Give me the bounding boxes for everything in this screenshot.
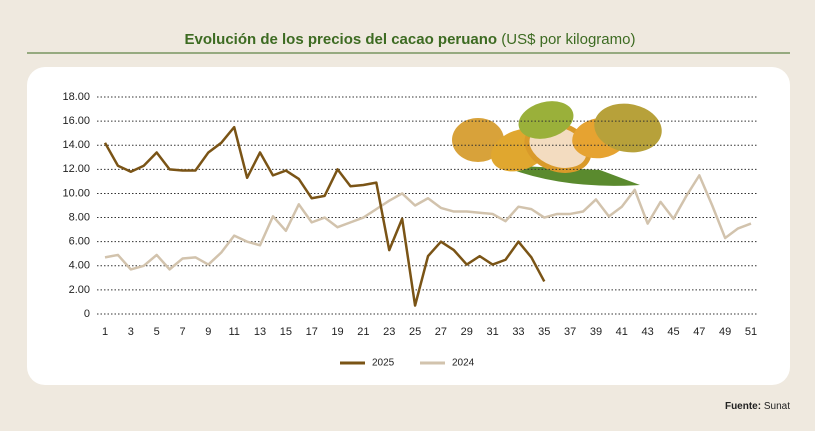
legend-label: 2025 [372,358,395,369]
x-tick-label: 19 [331,326,343,338]
x-tick-label: 49 [719,326,731,338]
y-tick-label: 2.00 [69,284,90,296]
x-tick-label: 51 [745,326,757,338]
x-tick-label: 41 [616,326,628,338]
x-tick-label: 7 [179,326,185,338]
y-tick-label: 6.00 [69,236,90,248]
x-tick-label: 1 [102,326,108,338]
y-tick-label: 10.00 [62,187,90,199]
y-tick-label: 18.00 [62,91,90,103]
x-tick-label: 21 [357,326,369,338]
source-label: Fuente: [725,401,761,412]
y-tick-label: 16.00 [62,115,90,127]
x-tick-label: 31 [486,326,498,338]
chart-title: Evolución de los precios del cacao perua… [185,31,636,48]
y-tick-label: 0 [84,308,90,320]
series-line [104,174,752,271]
series-line [103,125,546,307]
x-tick-label: 17 [306,326,318,338]
x-tick-label: 15 [280,326,292,338]
cacao-illustration [452,101,662,186]
x-tick-label: 47 [693,326,705,338]
legend-label: 2024 [452,358,475,369]
y-tick-label: 4.00 [69,260,90,272]
x-tick-label: 37 [564,326,576,338]
source-name: Sunat [764,401,790,412]
x-tick-label: 33 [512,326,524,338]
subtitle: (US$ por kilogramo) [501,31,635,48]
x-tick-label: 3 [128,326,134,338]
y-tick-label: 12.00 [62,163,90,175]
x-tick-label: 45 [667,326,679,338]
title: Evolución de los precios del cacao perua… [185,31,498,48]
x-tick-label: 27 [435,326,447,338]
x-tick-label: 23 [383,326,395,338]
x-tick-label: 5 [154,326,160,338]
y-tick-label: 8.00 [69,211,90,223]
y-tick-label: 14.00 [62,139,90,151]
x-tick-label: 35 [538,326,550,338]
source: Fuente: Sunat [725,401,790,412]
x-tick-label: 13 [254,326,266,338]
x-tick-label: 43 [642,326,654,338]
x-tick-label: 9 [205,326,211,338]
x-tick-label: 39 [590,326,602,338]
x-tick-label: 29 [461,326,473,338]
x-tick-label: 25 [409,326,421,338]
x-tick-label: 11 [228,326,239,338]
